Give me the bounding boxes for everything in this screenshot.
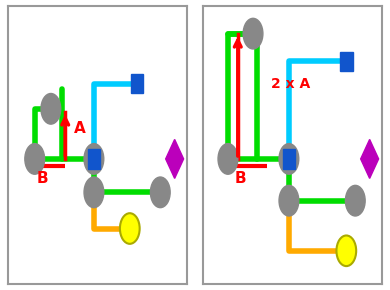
Circle shape <box>337 235 356 266</box>
Circle shape <box>243 18 263 49</box>
Circle shape <box>218 144 238 174</box>
Bar <box>131 74 143 93</box>
Circle shape <box>346 185 365 216</box>
Circle shape <box>84 177 104 208</box>
Circle shape <box>151 177 170 208</box>
Text: 2 x A: 2 x A <box>271 77 310 91</box>
Text: B: B <box>37 171 48 186</box>
Polygon shape <box>361 139 379 178</box>
Text: A: A <box>74 121 86 136</box>
Circle shape <box>120 213 140 244</box>
Circle shape <box>279 144 299 174</box>
Circle shape <box>84 144 104 174</box>
Polygon shape <box>166 139 184 178</box>
Text: B: B <box>235 171 247 186</box>
Bar <box>88 149 100 169</box>
Circle shape <box>25 144 44 174</box>
Bar <box>283 149 295 169</box>
Bar <box>340 52 353 71</box>
Circle shape <box>41 93 61 124</box>
Circle shape <box>279 185 299 216</box>
